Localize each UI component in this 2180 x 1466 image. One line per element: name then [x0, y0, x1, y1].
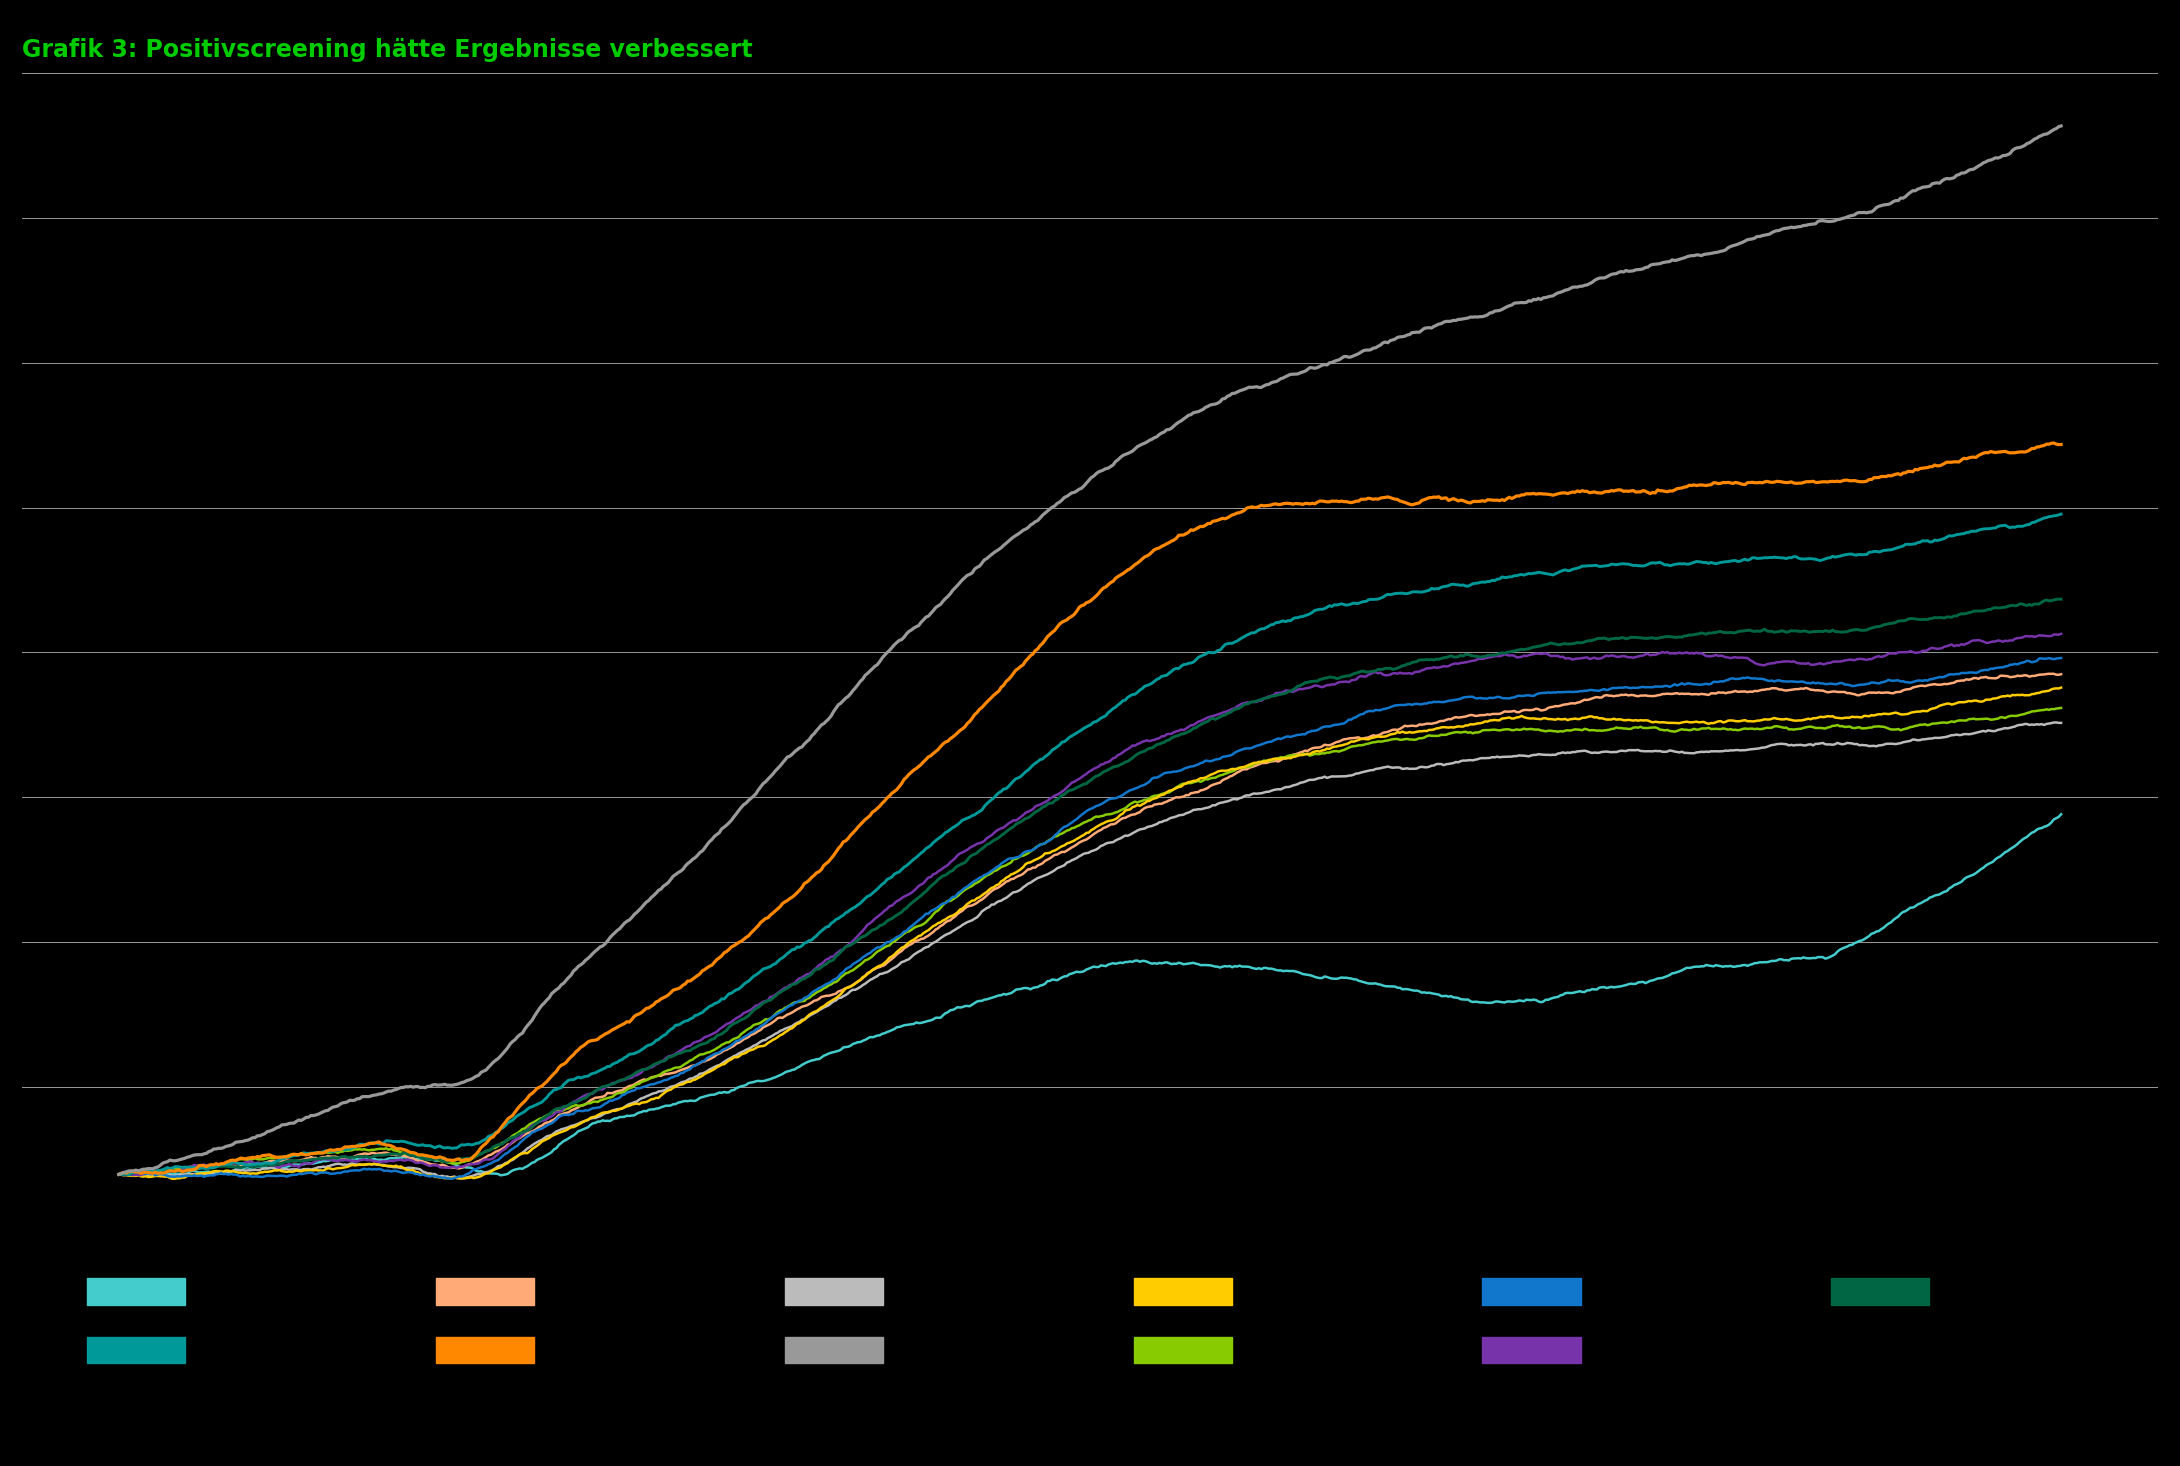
Text: Grafik 3: Positivscreening hätte Ergebnisse verbessert: Grafik 3: Positivscreening hätte Ergebni… — [22, 38, 752, 62]
